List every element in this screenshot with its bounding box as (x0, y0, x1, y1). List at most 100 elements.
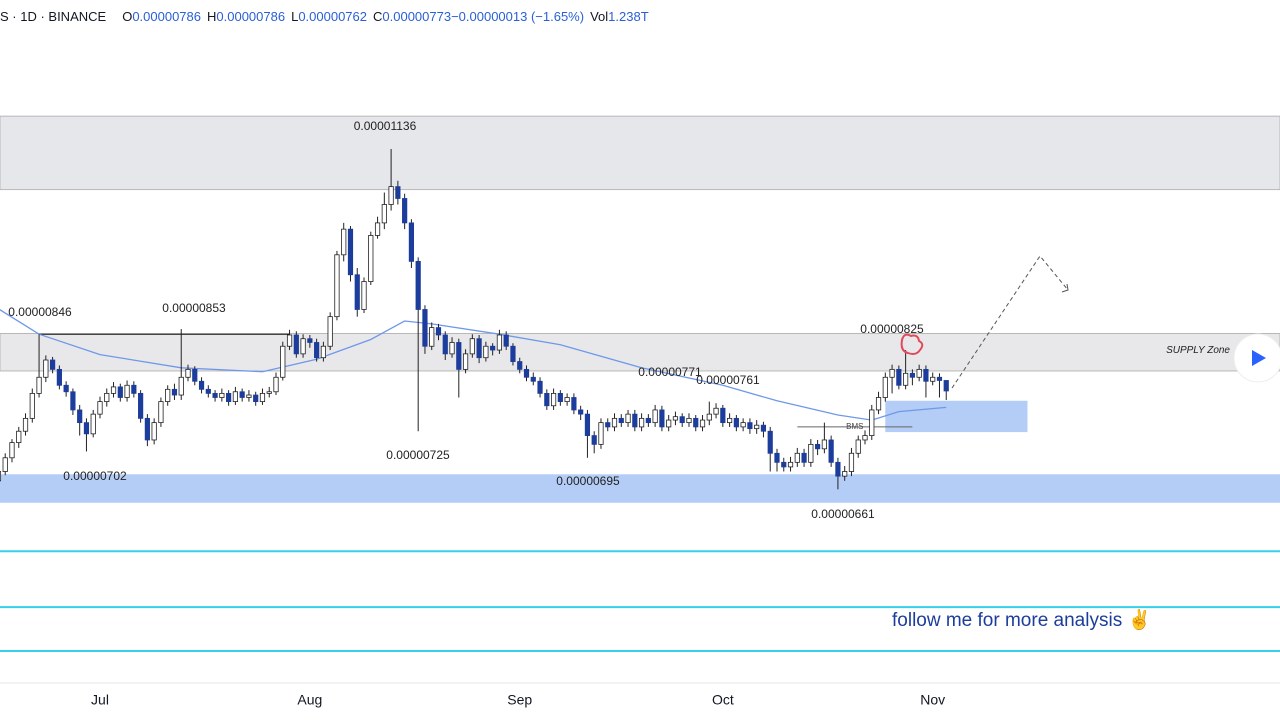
candle-body (605, 422, 611, 428)
candle-body (219, 392, 225, 398)
candle-body (584, 413, 591, 436)
candle-body (280, 345, 286, 378)
candle-body (571, 397, 577, 411)
candle-body (679, 416, 685, 424)
candle-body (408, 222, 415, 262)
candle-body (266, 391, 272, 394)
candle-body (659, 409, 665, 428)
candle-body (625, 413, 631, 424)
header-key: L (291, 9, 298, 24)
candle-body (666, 419, 672, 428)
candle-body (56, 368, 62, 386)
candle-body (307, 338, 313, 343)
candle-body (537, 380, 543, 394)
candle-body (727, 417, 733, 424)
candle-body (50, 359, 56, 370)
candle-body (916, 368, 922, 378)
price-annotation: 0.00000661 (811, 507, 875, 521)
candle-body (192, 368, 198, 382)
header-value: 0.00000786 (132, 9, 201, 24)
candle-body (706, 413, 712, 421)
candle-body (314, 342, 320, 359)
candle-body (862, 435, 868, 441)
zone-label: SUPPLY Zone (1166, 345, 1230, 356)
price-annotation: 0.00000825 (860, 322, 924, 336)
candle-body (456, 342, 462, 370)
candle-body (821, 439, 827, 450)
candle-body (327, 316, 333, 347)
candle-body (869, 409, 875, 436)
header-key: O (122, 9, 132, 24)
header-key: H (207, 9, 216, 24)
zone (0, 332, 1280, 372)
candle-body (368, 235, 374, 282)
candle-body (334, 254, 340, 318)
candle-body (720, 407, 726, 424)
candle-body (875, 397, 882, 411)
x-tick-label: Oct (712, 692, 734, 708)
candle-body (578, 409, 584, 415)
candle-body (699, 419, 706, 428)
candle-body (693, 417, 699, 428)
candle-body (144, 417, 150, 441)
x-tick-label: Aug (297, 692, 322, 708)
candle-body (523, 368, 530, 378)
candle-body (754, 424, 760, 430)
zone (0, 474, 1280, 503)
candle-body (943, 380, 949, 392)
candle-body (896, 368, 902, 386)
candle-body (70, 391, 76, 411)
candle-body (422, 309, 428, 347)
candle-body (361, 281, 367, 310)
price-annotation: 0.00000695 (556, 474, 620, 488)
candle-body (131, 384, 137, 394)
candle-body (469, 338, 475, 355)
candle-body (117, 386, 123, 398)
zone (0, 115, 1280, 191)
candle-body (835, 461, 841, 477)
candle-body (855, 439, 861, 454)
candle-body (158, 401, 164, 424)
candle-body (212, 392, 218, 398)
candle-body (882, 376, 888, 398)
candle-body (151, 422, 157, 441)
header-value: 0.00000786 (216, 9, 285, 24)
candle-body (936, 376, 943, 381)
candle-body (293, 334, 299, 355)
candle-body (395, 186, 401, 199)
candle-body (442, 334, 448, 355)
candle-body (544, 392, 550, 407)
candle-body (930, 376, 936, 382)
candle-body (557, 392, 563, 403)
candle-body (794, 452, 800, 463)
candle-body (747, 422, 753, 430)
candle-body (205, 388, 211, 394)
candle-body (503, 334, 509, 347)
candle-body (43, 359, 49, 378)
candle-body (517, 361, 523, 370)
candle-body (591, 435, 597, 445)
candle-body (97, 401, 103, 415)
header-key: Vol (590, 9, 608, 24)
candle-body (733, 417, 739, 428)
price-annotation: 0.00000853 (162, 301, 226, 315)
candle-body (341, 228, 347, 256)
projection-arrow (951, 255, 1069, 389)
candle-body (760, 424, 767, 432)
candle-body (808, 443, 814, 463)
candle-body (178, 376, 184, 396)
candle-body (90, 413, 96, 435)
candle-body (903, 372, 909, 386)
candle-body (787, 461, 794, 468)
candle-body (36, 376, 42, 394)
candle-body (740, 422, 746, 428)
candle-body (815, 443, 821, 450)
candle-body (226, 392, 232, 403)
candle-body (645, 417, 651, 424)
candle-body (259, 392, 266, 403)
arrow-head (1061, 283, 1069, 293)
candle-body (22, 417, 29, 432)
candle-body (83, 422, 90, 435)
candle-body (550, 392, 557, 407)
candle-body (286, 334, 293, 347)
